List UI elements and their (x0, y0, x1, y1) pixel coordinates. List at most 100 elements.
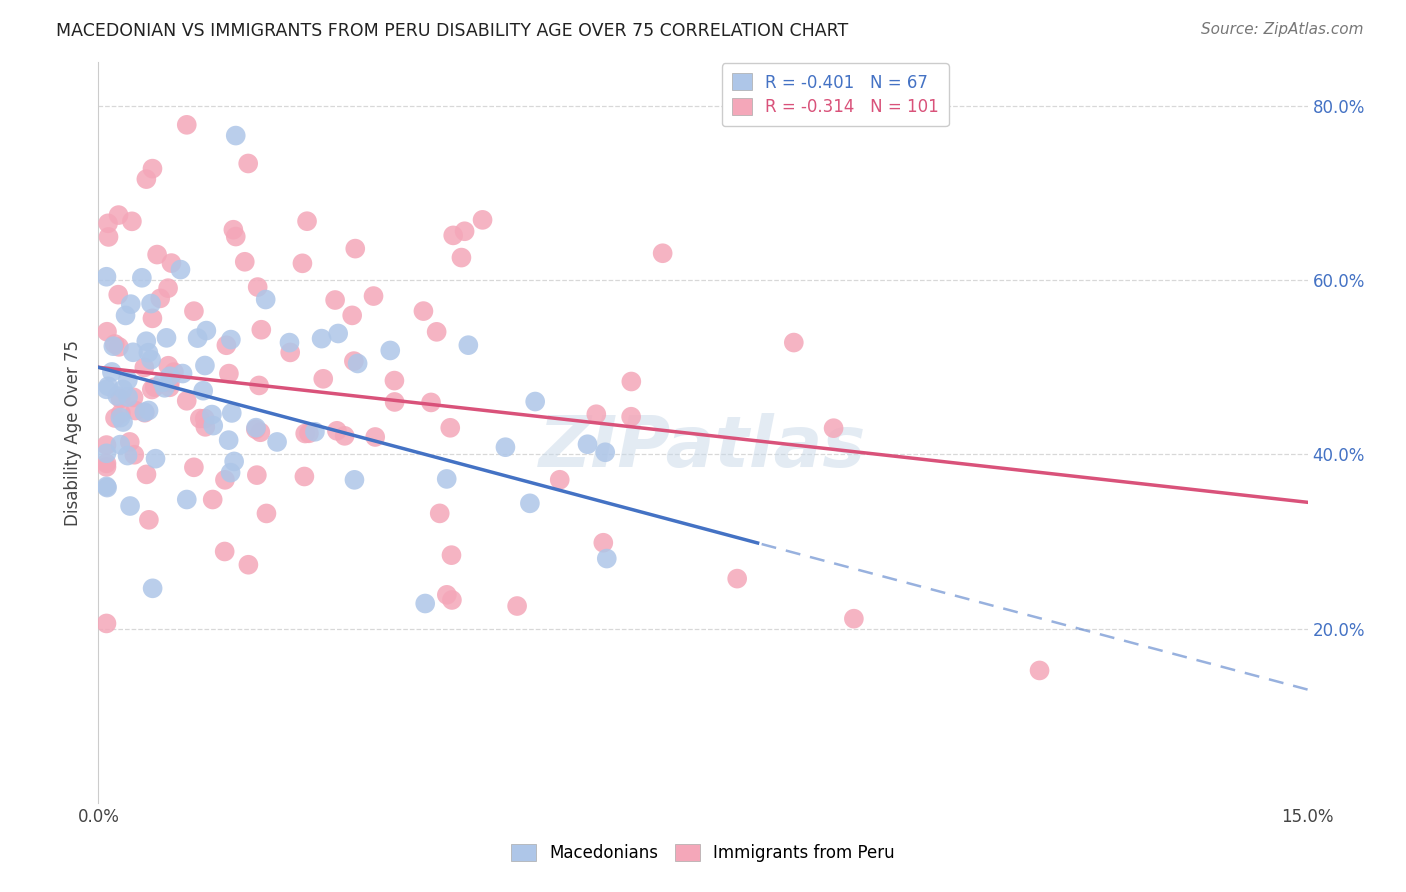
Point (135, 334, 157, 349)
Point (176, 492, 198, 507)
Point (246, 468, 269, 483)
Point (194, 420, 217, 434)
Point (620, 409, 643, 424)
Point (294, 426, 316, 441)
Point (363, 289, 385, 303)
Point (155, 331, 177, 345)
Point (457, 338, 479, 352)
Point (96, 481, 118, 495)
Point (176, 393, 198, 408)
Point (194, 411, 217, 425)
Point (183, 304, 205, 318)
Point (96, 325, 118, 339)
Point (266, 434, 288, 449)
Point (97, 379, 120, 393)
Point (96, 459, 118, 474)
Text: ZIPatlas: ZIPatlas (540, 413, 866, 482)
Point (238, 558, 260, 572)
Point (304, 425, 326, 439)
Point (494, 440, 516, 454)
Point (96, 382, 118, 396)
Point (323, 293, 346, 307)
Point (219, 333, 242, 347)
Point (149, 291, 172, 305)
Point (188, 411, 211, 425)
Point (783, 335, 806, 350)
Point (278, 335, 301, 350)
Point (440, 593, 463, 607)
Point (225, 229, 247, 244)
Point (1028, 664, 1050, 678)
Point (121, 214, 143, 228)
Point (159, 369, 181, 384)
Point (159, 380, 181, 394)
Point (225, 128, 247, 143)
Point (292, 469, 315, 483)
Point (124, 448, 146, 462)
Point (159, 376, 181, 390)
Point (380, 343, 402, 358)
Point (312, 372, 335, 386)
Point (138, 403, 160, 417)
Point (440, 548, 463, 562)
Point (439, 421, 461, 435)
Y-axis label: Disability Age Over 75: Disability Age Over 75 (65, 340, 83, 525)
Point (101, 365, 124, 379)
Point (134, 360, 156, 375)
Point (96, 269, 118, 284)
Point (145, 451, 167, 466)
Point (245, 420, 267, 434)
Point (412, 304, 434, 318)
Point (218, 433, 240, 447)
Point (254, 293, 277, 307)
Point (585, 407, 607, 421)
Point (214, 544, 236, 558)
Point (169, 262, 191, 277)
Point (506, 599, 529, 613)
Point (134, 405, 156, 419)
Point (215, 338, 238, 352)
Point (333, 429, 356, 443)
Point (107, 208, 129, 222)
Text: Source: ZipAtlas.com: Source: ZipAtlas.com (1201, 22, 1364, 37)
Point (117, 373, 139, 387)
Point (471, 212, 494, 227)
Point (112, 383, 135, 397)
Point (112, 415, 135, 429)
Point (141, 311, 163, 326)
Point (201, 492, 224, 507)
Point (328, 326, 350, 341)
Point (326, 424, 349, 438)
Point (340, 309, 363, 323)
Point (453, 224, 475, 238)
Point (135, 467, 157, 482)
Point (224, 454, 246, 468)
Point (141, 383, 163, 397)
Point (120, 499, 142, 513)
Point (143, 380, 166, 394)
Point (103, 339, 125, 353)
Legend: Macedonians, Immigrants from Peru: Macedonians, Immigrants from Peru (505, 837, 901, 869)
Point (429, 507, 451, 521)
Point (344, 242, 367, 256)
Point (163, 365, 186, 379)
Point (138, 345, 160, 359)
Point (131, 270, 153, 285)
Point (172, 367, 194, 381)
Point (450, 251, 472, 265)
Point (201, 408, 224, 422)
Point (139, 296, 162, 310)
Point (384, 395, 406, 409)
Text: MACEDONIAN VS IMMIGRANTS FROM PERU DISABILITY AGE OVER 75 CORRELATION CHART: MACEDONIAN VS IMMIGRANTS FROM PERU DISAB… (56, 22, 848, 40)
Point (218, 367, 240, 381)
Point (343, 473, 366, 487)
Point (593, 445, 616, 459)
Point (247, 378, 270, 392)
Point (214, 473, 236, 487)
Point (256, 507, 278, 521)
Point (548, 473, 571, 487)
Point (157, 359, 180, 373)
Point (114, 309, 136, 323)
Point (384, 374, 406, 388)
Point (823, 421, 845, 435)
